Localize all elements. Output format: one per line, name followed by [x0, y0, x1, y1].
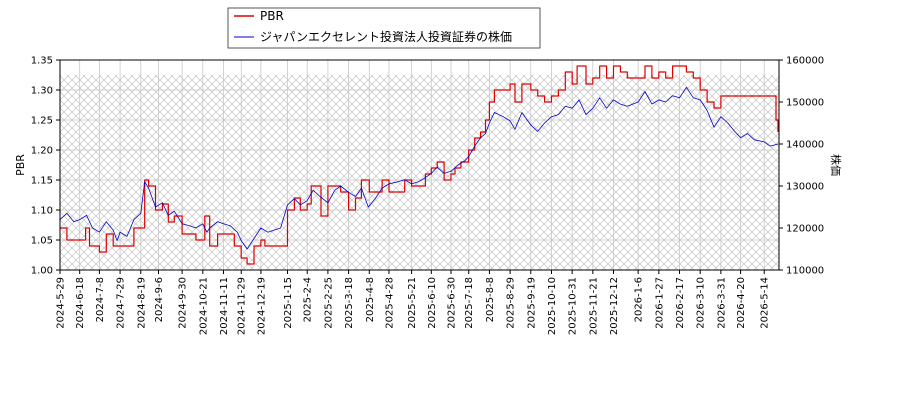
x-tick-label: 2024-6-18 [75, 277, 86, 329]
left-tick-label: 1.05 [31, 236, 53, 247]
x-tick-label: 2025-4-28 [384, 277, 395, 329]
right-tick-label: 140000 [786, 140, 824, 151]
right-tick-label: 130000 [786, 182, 824, 193]
left-tick-label: 1.20 [31, 146, 53, 157]
left-tick-label: 1.10 [31, 206, 53, 217]
x-tick-label: 2026-2-17 [675, 277, 686, 329]
x-tick-label: 2026-5-14 [760, 277, 771, 329]
x-tick-label: 2025-8-8 [485, 277, 496, 322]
right-axis-ticks: 110000 120000 130000 140000 150000 160000 [779, 56, 824, 277]
left-tick-label: 1.35 [31, 56, 53, 67]
plot-frame [59, 59, 780, 271]
legend-box [227, 7, 541, 49]
x-tick-label: 2026-4-20 [736, 277, 747, 329]
x-tick-label: 2026-3-10 [696, 277, 707, 329]
series-lines [60, 65, 779, 265]
x-tick-label: 2025-6-10 [427, 277, 438, 329]
x-tick-label: 2025-3-18 [344, 277, 355, 329]
legend-label-pbr: PBR [260, 9, 284, 23]
x-tick-label: 2024-7-8 [95, 277, 106, 322]
x-tick-label: 2024-9-6 [154, 277, 165, 322]
x-tick-label: 2024-8-19 [136, 277, 147, 329]
left-tick-label: 1.30 [31, 86, 53, 97]
legend-label-price: ジャパンエクセレント投資法人投資証券の株価 [260, 29, 512, 44]
right-axis-title: 株価 [829, 154, 843, 176]
x-tick-label: 2024-7-29 [116, 277, 127, 329]
shaded-range-region [60, 75, 779, 270]
x-tick-label: 2025-8-29 [506, 277, 517, 329]
right-tick-label: 120000 [786, 224, 824, 235]
left-axis-title: PBR [14, 154, 27, 176]
x-axis-ticks: 2024-5-29 2024-6-18 2024-7-8 2024-7-29 2024-… [56, 270, 771, 335]
x-tick-label: 2025-1-15 [283, 277, 294, 329]
right-tick-label: 150000 [786, 98, 824, 109]
x-tick-label: 2024-11-29 [237, 277, 248, 335]
x-tick-label: 2024-11-11 [219, 277, 230, 335]
x-tick-label: 2026-1-6 [634, 277, 645, 322]
x-tick-label: 2024-12-19 [256, 277, 267, 335]
right-tick-label: 160000 [786, 56, 824, 67]
x-tick-label: 2025-10-10 [547, 277, 558, 335]
x-tick-label: 2026-3-31 [716, 277, 727, 329]
pbr-series-line [60, 65, 779, 265]
x-tick-label: 2025-10-31 [568, 277, 579, 335]
x-tick-label: 2025-5-21 [407, 277, 418, 329]
left-tick-label: 1.15 [31, 176, 53, 187]
legend: PBR ジャパンエクセレント投資法人投資証券の株価 [227, 7, 541, 49]
x-tick-label: 2025-7-18 [464, 277, 475, 329]
x-tick-label: 2025-11-21 [588, 277, 599, 335]
x-tick-label: 2025-6-30 [447, 277, 458, 329]
left-tick-label: 1.00 [31, 266, 53, 277]
x-tick-label: 2025-2-4 [303, 277, 314, 322]
x-tick-label: 2024-10-21 [198, 277, 209, 335]
x-tick-label: 2025-2-25 [323, 277, 334, 329]
x-tick-label: 2025-4-8 [365, 277, 376, 322]
x-tick-label: 2024-9-30 [178, 277, 189, 329]
left-tick-label: 1.25 [31, 116, 53, 127]
x-tick-label: 2025-12-12 [609, 277, 620, 335]
left-axis-ticks: 1.00 1.05 1.10 1.15 1.20 1.25 1.30 1.35 [31, 56, 60, 277]
price-series-line [60, 86, 779, 250]
right-tick-label: 110000 [786, 266, 824, 277]
crosshatch-band [60, 75, 779, 270]
x-tick-label: 2025-9-19 [526, 277, 537, 329]
x-tick-label: 2024-5-29 [56, 277, 67, 329]
x-tick-label: 2026-1-27 [654, 277, 665, 329]
